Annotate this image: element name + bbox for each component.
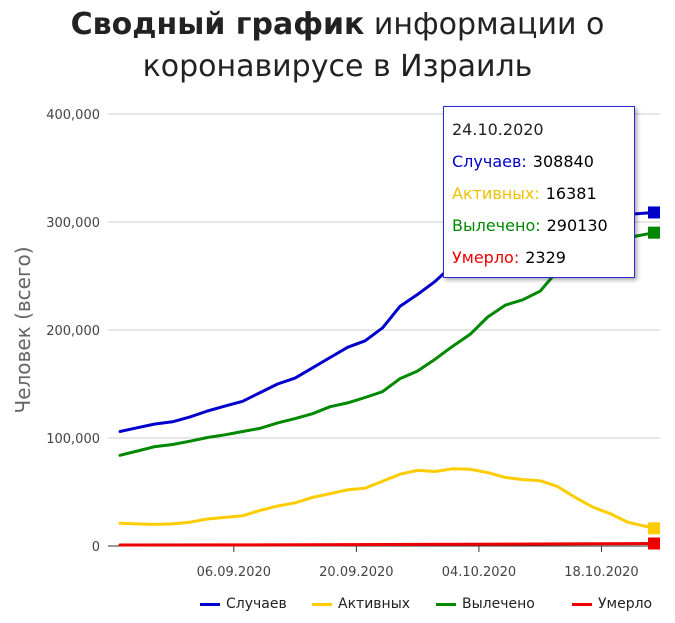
tooltip-label: Активных: xyxy=(452,184,540,203)
legend-swatch xyxy=(312,602,332,606)
x-tick-label: 04.10.2020 xyxy=(442,565,516,580)
tooltip-date: 24.10.2020 xyxy=(452,120,544,139)
tooltip: 24.10.2020 Случаев: 308840 Активных: 16381… xyxy=(443,106,635,278)
series-end-markers[interactable] xyxy=(648,206,660,550)
legend-label: Случаев xyxy=(226,596,287,612)
legend-label: Активных xyxy=(338,596,411,612)
y-tick-label: 400,000 xyxy=(46,108,100,123)
y-axis-ticks: 0 100,000 200,000 300,000 400,000 xyxy=(46,108,100,555)
tooltip-value: 290130 xyxy=(546,216,608,235)
x-axis-ticks: 06.09.2020 20.09.2020 04.10.2020 18.10.2020 xyxy=(197,546,639,580)
title-line1-rest: информации о xyxy=(364,7,605,42)
chart-title: Сводный график информации о коронавирусе… xyxy=(0,4,675,88)
series-end-marker-active[interactable] xyxy=(648,522,660,535)
y-tick-label: 200,000 xyxy=(46,324,100,339)
series-end-marker-deaths[interactable] xyxy=(648,537,660,550)
title-line-1: Сводный график информации о xyxy=(0,4,675,46)
x-tick-label: 20.09.2020 xyxy=(319,565,393,580)
legend-swatch xyxy=(436,602,456,606)
series-line-active[interactable] xyxy=(118,467,656,530)
tooltip-row-active: Активных: 16381 xyxy=(452,183,634,215)
legend-item-cases[interactable]: Случаев xyxy=(200,596,287,612)
title-bold: Сводный график xyxy=(70,7,365,42)
tooltip-row-deaths: Умерло: 2329 xyxy=(452,247,634,279)
x-tick-label: 18.10.2020 xyxy=(564,565,638,580)
legend-label: Умерло xyxy=(598,596,653,612)
tooltip-value: 308840 xyxy=(532,152,594,171)
tooltip-label: Умерло: xyxy=(452,248,520,267)
legend-item-deaths[interactable]: Умерло xyxy=(572,596,652,612)
legend-item-recovered[interactable]: Вылечено xyxy=(436,596,535,612)
x-tick-label: 06.09.2020 xyxy=(197,565,271,580)
y-tick-label: 0 xyxy=(92,540,100,555)
tooltip-value: 2329 xyxy=(525,248,566,267)
series-line-deaths[interactable] xyxy=(118,542,656,547)
y-tick-label: 100,000 xyxy=(46,432,100,447)
title-line-2: коронавирусе в Израиль xyxy=(142,49,533,84)
tooltip-row-cases: Случаев: 308840 xyxy=(452,151,634,183)
tooltip-value: 16381 xyxy=(545,184,597,203)
legend-label: Вылечено xyxy=(462,596,535,612)
legend-swatch xyxy=(572,602,592,606)
series-end-marker-cases[interactable] xyxy=(648,206,660,219)
tooltip-row-recovered: Вылечено: 290130 xyxy=(452,215,634,247)
y-tick-label: 300,000 xyxy=(46,216,100,231)
series-end-marker-recovered[interactable] xyxy=(648,226,660,239)
legend-item-active[interactable]: Активных xyxy=(312,596,410,612)
y-axis-label: Человек (всего) xyxy=(11,246,35,413)
tooltip-label: Случаев: xyxy=(452,152,527,171)
tooltip-label: Вылечено: xyxy=(452,216,541,235)
legend-swatch xyxy=(200,602,220,606)
